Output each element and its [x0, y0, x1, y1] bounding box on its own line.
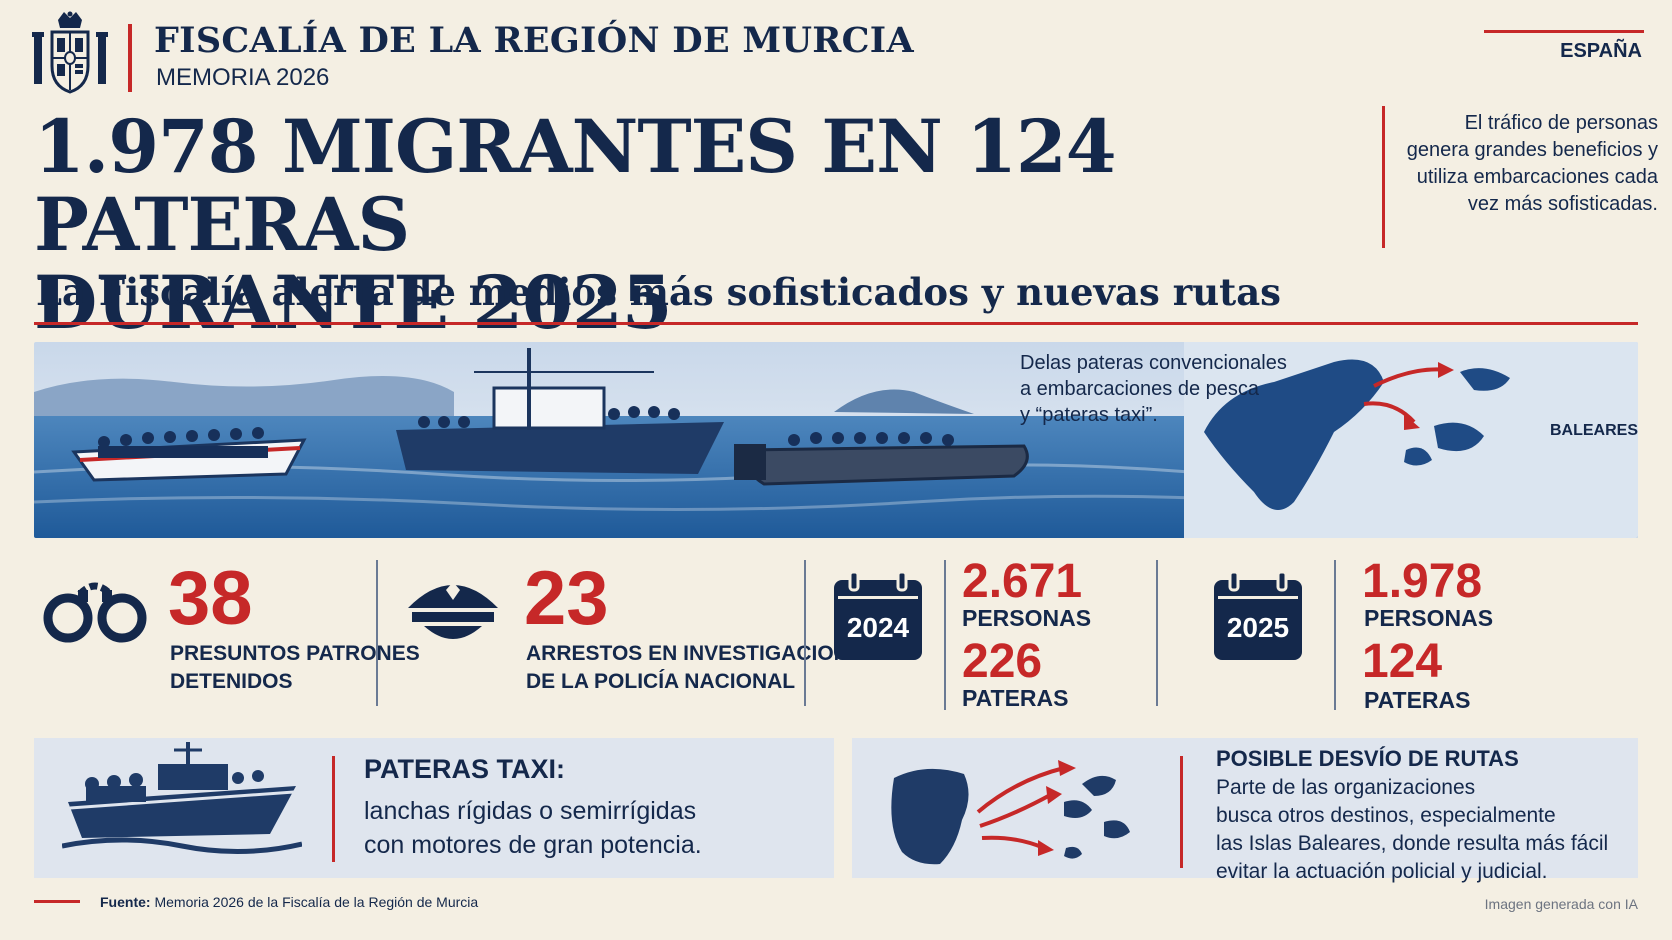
stats-divider: [1334, 560, 1336, 710]
arrests-label-line-1: ARRESTOS EN INVESTIGACIONES: [526, 642, 877, 665]
header-divider: [34, 322, 1638, 325]
detained-label: PRESUNTOS PATRONES DETENIDOS: [170, 640, 420, 696]
route-shift-line-3: las Islas Baleares, donde resulta más fá…: [1216, 832, 1609, 855]
route-shift-line-4: evitar la actuación policial y judicial.: [1216, 860, 1548, 883]
persons-2025-value: 1.978: [1362, 555, 1483, 608]
boats-2024-value: 226: [962, 635, 1043, 688]
pateras-taxi-title: PATERAS TAXI:: [364, 754, 565, 784]
persons-2025-label: PERSONAS: [1364, 605, 1494, 631]
arrests-value: 23: [524, 556, 609, 641]
source-label: Fuente:: [100, 894, 151, 910]
header-accent-bar: [128, 24, 132, 92]
source-accent-line: [34, 900, 80, 903]
route-shift-line-1: Parte de las organizaciones: [1216, 776, 1476, 799]
country-accent-line: [1484, 30, 1644, 33]
calendar-icon: [834, 570, 922, 660]
coat-of-arms-icon: [32, 11, 108, 94]
headline-line-1: 1.978 MIGRANTES EN 124 PATERAS: [34, 104, 1117, 268]
pateras-taxi-line-1: lanchas rígidas o semirrígidas: [364, 797, 697, 825]
arrests-label-line-2: DE LA POLICÍA NACIONAL: [526, 670, 796, 693]
ai-generated-note: Imagen generada con IA: [1484, 896, 1638, 912]
subheadline: La Fiscalía alerta de medios más sofisti…: [36, 270, 1281, 314]
year-2024-label: 2024: [846, 612, 910, 643]
persons-2024-label: PERSONAS: [962, 605, 1092, 631]
detained-label-line-2: DETENIDOS: [170, 670, 293, 693]
boats-banner-illustration: [34, 342, 1638, 538]
source-note: Fuente: Memoria 2026 de la Fiscalía de l…: [100, 894, 478, 910]
route-shift-title: POSIBLE DESVÍO DE RUTAS: [1216, 746, 1519, 771]
country-label: ESPAÑA: [1560, 40, 1642, 62]
route-shift-description: Parte de las organizaciones busca otros …: [1216, 774, 1626, 886]
arrests-label: ARRESTOS EN INVESTIGACIONES DE LA POLICÍ…: [526, 640, 877, 696]
stats-divider: [944, 560, 946, 710]
banner-caption: Delas pateras convencionales a embarcaci…: [1020, 350, 1320, 428]
headline: 1.978 MIGRANTES EN 124 PATERAS DURANTE 2…: [34, 108, 1354, 342]
police-cap-icon: [408, 582, 498, 639]
persons-2024-value: 2.671: [962, 555, 1083, 608]
map-label-baleares: BALEARES: [1550, 422, 1639, 439]
organization-name: FISCALÍA DE LA REGIÓN DE MURCIA: [154, 20, 914, 61]
side-note: El tráfico de personas genera grandes be…: [1406, 112, 1658, 215]
route-shift-line-2: busca otros destinos, especialmente: [1216, 804, 1556, 827]
boats-2025-label: PATERAS: [1364, 687, 1471, 713]
side-note-bar: [1382, 106, 1385, 248]
route-map-icon: [891, 760, 1130, 865]
calendar-icon: [1214, 570, 1302, 660]
banner-caption-line-2: a embarcaciones de pesca: [1020, 378, 1260, 400]
year-2025-label: 2025: [1226, 612, 1290, 643]
stats-divider: [1156, 560, 1158, 706]
route-shift-accent-bar: [1180, 756, 1183, 868]
report-name: MEMORIA 2026: [156, 64, 330, 91]
stats-divider: [804, 560, 806, 706]
handcuffs-icon: [43, 582, 147, 643]
pateras-taxi-accent-bar: [332, 756, 335, 862]
boats-2025-value: 124: [1362, 635, 1443, 688]
banner-caption-line-3: y “pateras taxi”.: [1020, 404, 1158, 426]
detained-label-line-1: PRESUNTOS PATRONES: [170, 642, 420, 665]
headline-line-2: DURANTE 2025: [34, 260, 673, 346]
banner-caption-line-1: Delas pateras convencionales: [1020, 352, 1287, 374]
detained-value: 38: [168, 556, 253, 641]
pateras-taxi-description: lanchas rígidas o semirrígidas con motor…: [364, 794, 804, 862]
speedboat-icon: [62, 742, 302, 854]
source-text: Memoria 2026 de la Fiscalía de la Región…: [154, 894, 479, 910]
boats-2024-label: PATERAS: [962, 685, 1069, 711]
pateras-taxi-line-2: con motores de gran potencia.: [364, 831, 702, 859]
stats-divider: [376, 560, 378, 706]
